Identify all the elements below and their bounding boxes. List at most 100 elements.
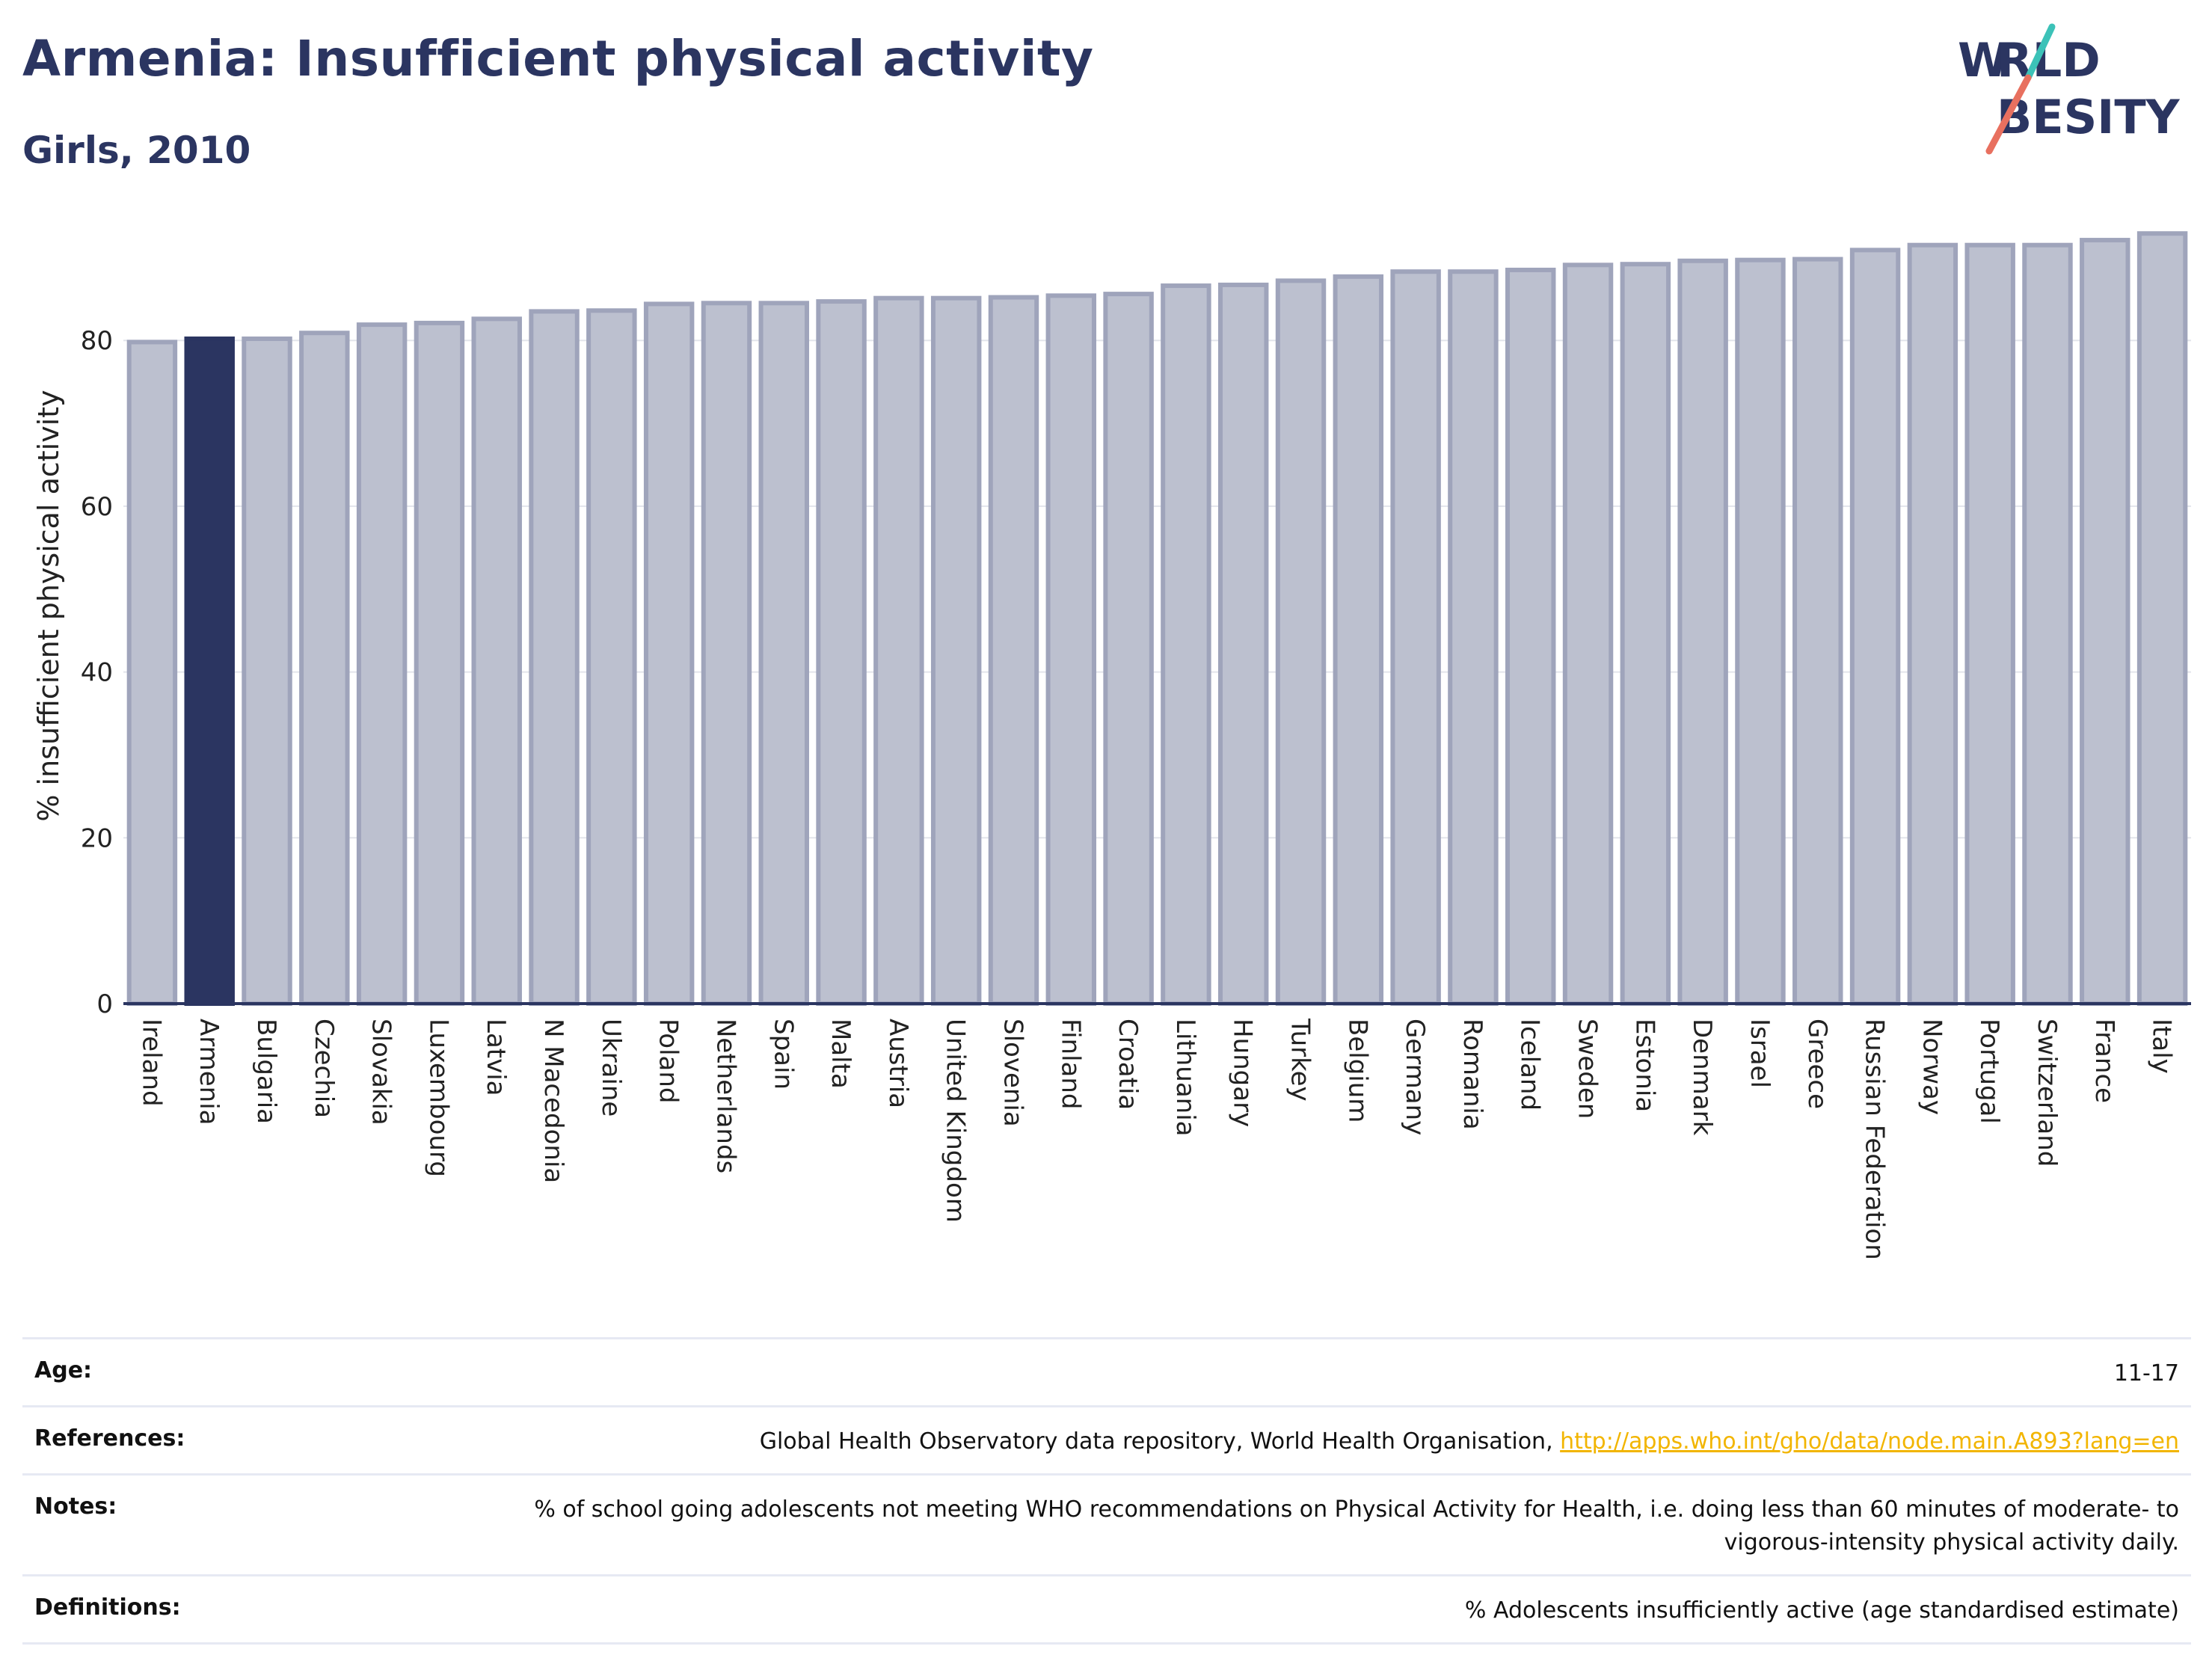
x-tick-label: Estonia	[1629, 1019, 1659, 1112]
x-tick-label: N Macedonia	[538, 1019, 568, 1183]
bar-armenia[interactable]	[184, 336, 235, 1006]
x-tick-label: Finland	[1055, 1019, 1085, 1110]
meta-value: 11-17	[2113, 1360, 2179, 1387]
bar-portugal[interactable]	[1964, 242, 2015, 1006]
bar-latvia[interactable]	[471, 316, 522, 1006]
x-tick-label: Armenia	[194, 1019, 224, 1126]
bar-poland[interactable]	[643, 301, 695, 1007]
x-tick-label: Greece	[1802, 1019, 1832, 1109]
bar-malta[interactable]	[816, 299, 867, 1006]
x-tick-label: Austria	[883, 1019, 913, 1108]
bar-italy[interactable]	[2136, 231, 2188, 1006]
x-tick-label: Netherlands	[710, 1019, 740, 1173]
world-obesity-logo[interactable]: W RLD O BESITY O	[1952, 22, 2199, 157]
x-tick-label: Sweden	[1573, 1019, 1603, 1119]
bar-estonia[interactable]	[1620, 262, 1671, 1006]
x-tick-label: Turkey	[1285, 1018, 1315, 1102]
bar-czechia[interactable]	[299, 331, 350, 1006]
x-tick-label: Germany	[1400, 1019, 1430, 1135]
x-tick-label: Malta	[826, 1019, 855, 1089]
x-tick-label: Ireland	[136, 1019, 166, 1107]
bar-ireland[interactable]	[126, 340, 178, 1006]
x-tick-label: Hungary	[1228, 1019, 1258, 1127]
bar-israel[interactable]	[1735, 257, 1786, 1006]
x-tick-label: Slovenia	[998, 1019, 1027, 1127]
bar-spain[interactable]	[758, 301, 809, 1006]
x-tick-label: Bulgaria	[251, 1019, 281, 1124]
meta-row-references: References: Global Health Observatory da…	[22, 1405, 2191, 1473]
bar-austria[interactable]	[873, 295, 924, 1006]
logo-line2: BESITY	[1997, 90, 2181, 144]
y-tick-label: 40	[81, 658, 113, 688]
bar-hungary[interactable]	[1217, 282, 1269, 1006]
bar-bulgaria[interactable]	[242, 336, 292, 1006]
chart-title: Armenia: Insufficient physical activity	[22, 30, 1094, 87]
bar-lithuania[interactable]	[1161, 283, 1211, 1006]
bar-france[interactable]	[2080, 238, 2130, 1006]
y-tick-label: 20	[81, 823, 113, 853]
x-tick-label: United Kingdom	[941, 1019, 971, 1223]
x-tick-label: Ukraine	[596, 1019, 626, 1117]
bar-iceland[interactable]	[1505, 267, 1556, 1006]
meta-row-notes: Notes: % of school going adolescents not…	[22, 1473, 2191, 1574]
meta-key: References:	[34, 1425, 185, 1452]
bar-n-macedonia[interactable]	[529, 309, 580, 1006]
bar-united-kingdom[interactable]	[930, 295, 982, 1006]
x-tick-label: Croatia	[1113, 1019, 1143, 1110]
bar-turkey[interactable]	[1275, 278, 1327, 1006]
y-tick-label: 60	[81, 492, 113, 522]
bar-switzerland[interactable]	[2022, 242, 2073, 1006]
y-tick-label: 0	[96, 989, 113, 1019]
bar-belgium[interactable]	[1333, 274, 1384, 1006]
x-tick-label: Spain	[768, 1019, 798, 1090]
chart-subtitle: Girls, 2010	[22, 129, 251, 172]
x-tick-label: Czechia	[309, 1019, 339, 1118]
x-tick-label: Belgium	[1342, 1019, 1372, 1123]
bar-netherlands[interactable]	[701, 301, 752, 1006]
meta-key: Definitions:	[34, 1594, 181, 1621]
bar-croatia[interactable]	[1103, 292, 1154, 1007]
bar-germany[interactable]	[1390, 269, 1441, 1006]
x-tick-label: Norway	[1917, 1019, 1947, 1115]
bar-luxembourg[interactable]	[414, 320, 465, 1006]
x-tick-label: Russian Federation	[1860, 1019, 1890, 1260]
x-tick-label: Portugal	[1974, 1019, 2004, 1124]
axes: 0 20 40 60 80 Ireland Armenia Bulgaria Czechia Sl…	[81, 326, 2191, 1260]
x-tick-label: Lithuania	[1170, 1019, 1200, 1136]
gridlines	[123, 340, 2191, 839]
bar-slovenia[interactable]	[988, 295, 1039, 1006]
meta-value: Global Health Observatory data repositor…	[760, 1425, 2179, 1458]
x-tick-label: Denmark	[1687, 1019, 1717, 1136]
logo-slash-coral	[1985, 74, 2032, 155]
meta-key: Age:	[34, 1357, 93, 1384]
bar-sweden[interactable]	[1562, 262, 1614, 1006]
bar-russian-federation[interactable]	[1849, 248, 1901, 1006]
x-tick-label: Poland	[654, 1019, 683, 1104]
x-tick-label: France	[2089, 1019, 2119, 1103]
bars	[126, 231, 2188, 1007]
reference-link[interactable]: http://apps.who.int/gho/data/node.main.A…	[1560, 1428, 2179, 1455]
metadata-table: Age: 11-17 References: Global Health Obs…	[22, 1337, 2191, 1645]
bar-romania[interactable]	[1448, 269, 1499, 1006]
bar-norway[interactable]	[1907, 242, 1958, 1006]
bar-greece[interactable]	[1792, 257, 1843, 1006]
meta-row-definitions: Definitions: % Adolescents insufficientl…	[22, 1574, 2191, 1645]
x-tick-label: Slovakia	[366, 1019, 396, 1126]
x-tick-label: Latvia	[481, 1019, 511, 1096]
logo-line1: W	[1958, 33, 2009, 87]
bar-finland[interactable]	[1045, 293, 1097, 1006]
bar-ukraine[interactable]	[586, 308, 637, 1006]
x-tick-label: Italy	[2147, 1019, 2177, 1074]
x-tick-label: Iceland	[1515, 1019, 1545, 1111]
x-tick-label: Luxembourg	[423, 1019, 453, 1177]
bar-chart: 0 20 40 60 80 Ireland Armenia Bulgaria Czechia Sl…	[32, 231, 2191, 1260]
x-tick-label: Romania	[1457, 1019, 1487, 1130]
bar-denmark[interactable]	[1677, 258, 1728, 1006]
x-tick-label: Israel	[1745, 1019, 1775, 1088]
bar-slovakia[interactable]	[356, 322, 408, 1007]
reference-text: Global Health Observatory data repositor…	[759, 1428, 1561, 1455]
logo-slash-teal	[2024, 23, 2056, 82]
y-tick-label: 80	[81, 326, 113, 356]
meta-key: Notes:	[34, 1493, 117, 1520]
meta-value: % Adolescents insufficiently active (age…	[1464, 1597, 2179, 1624]
